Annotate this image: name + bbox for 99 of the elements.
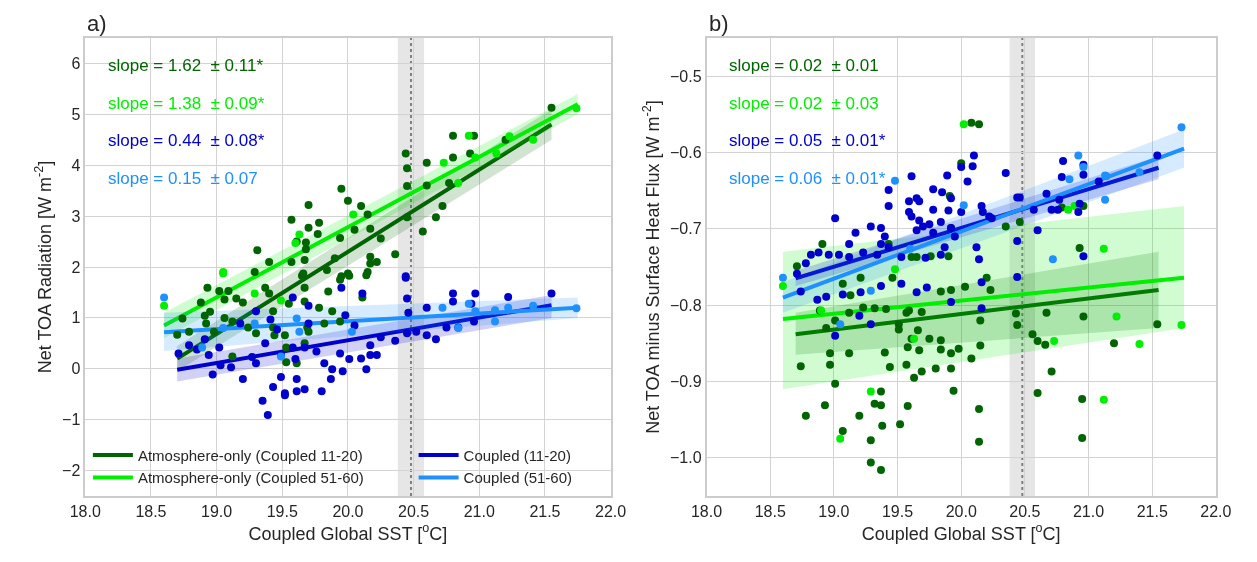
point	[438, 303, 447, 312]
point	[505, 132, 514, 141]
annotation: slope = 0.02 ± 0.03	[729, 94, 879, 113]
legend-label: Atmosphere-only (Coupled 51-60)	[137, 469, 364, 487]
annotation: slope = 0.02 ± 0.01	[729, 56, 879, 75]
x-tick-label: 20.5	[398, 502, 430, 520]
y-tick-label: −0.6	[669, 144, 702, 162]
point	[866, 286, 875, 295]
point	[778, 282, 787, 291]
point	[471, 153, 480, 162]
point	[295, 327, 304, 336]
x-tick-label: 19.0	[201, 502, 233, 520]
point	[1177, 321, 1186, 330]
point	[1099, 395, 1108, 404]
point	[295, 230, 304, 239]
point	[572, 304, 581, 313]
point	[198, 343, 207, 352]
point	[349, 210, 358, 219]
point	[529, 301, 538, 310]
point	[276, 296, 285, 305]
point	[1135, 340, 1144, 349]
point	[250, 319, 259, 328]
point	[959, 120, 968, 129]
y-tick-label: −0.5	[669, 67, 702, 85]
x-tick-label: 20.0	[332, 502, 364, 520]
point	[219, 324, 228, 333]
y-tick-label: −0.7	[669, 220, 702, 238]
y-tick-label: −0.8	[669, 296, 702, 314]
x-tick-label: 19.5	[266, 502, 298, 520]
chart-title: a)	[87, 11, 107, 36]
legend-label: Atmosphere-only (Coupled 11-20)	[137, 446, 363, 464]
y-tick-label: 5	[71, 105, 81, 123]
y-tick-label: −1	[62, 411, 81, 429]
y-tick-label: 6	[71, 55, 81, 73]
point	[471, 307, 480, 316]
point	[454, 179, 463, 188]
y-tick-label: −1.0	[669, 449, 702, 467]
legend-label: Coupled (11-20)	[463, 446, 571, 464]
point	[959, 201, 968, 210]
annotation: slope = 1.62 ± 0.11*	[108, 56, 264, 75]
y-tick-label: 2	[71, 258, 81, 276]
y-tick-label: 1	[71, 309, 81, 327]
y-tick-label: −0.9	[669, 373, 702, 391]
x-tick-label: 22.0	[595, 502, 627, 520]
y-tick-label: 0	[71, 360, 81, 378]
x-tick-label: 21.5	[1136, 502, 1168, 520]
point	[1099, 244, 1108, 253]
point	[250, 289, 259, 298]
point	[1177, 123, 1186, 132]
x-tick-label: 18.0	[690, 502, 723, 520]
annotation: slope = 0.44 ± 0.08*	[108, 131, 265, 150]
point	[439, 158, 448, 167]
point	[491, 317, 500, 326]
x-tick-label: 19.5	[881, 502, 914, 520]
chart-title: b)	[709, 11, 729, 36]
annotation: slope = 1.38 ± 0.09*	[108, 94, 265, 113]
x-tick-label: 18.5	[135, 502, 167, 520]
legend-label: Coupled (51-60)	[463, 469, 573, 487]
point	[1064, 205, 1073, 214]
x-axis-title: Coupled Global SST [$^{o}$C]	[248, 520, 448, 544]
point	[836, 320, 845, 329]
annotation: slope = 0.15 ± 0.07	[108, 169, 258, 188]
x-axis-title: Coupled Global SST [$^{o}$C]	[861, 520, 1061, 544]
x-tick-label: 21.0	[463, 502, 495, 520]
point	[890, 265, 899, 274]
x-tick-label: 20.5	[1009, 502, 1041, 520]
point	[464, 131, 473, 140]
point	[492, 149, 501, 158]
x-tick-label: 18.5	[754, 502, 786, 520]
x-tick-label: 21.0	[1072, 502, 1105, 520]
point	[572, 104, 581, 113]
point	[1048, 255, 1057, 264]
y-tick-label: −2	[62, 462, 81, 480]
point	[890, 176, 899, 185]
annotation: slope = 0.05 ± 0.01*	[729, 131, 886, 150]
point	[836, 434, 845, 443]
y-tick-label: 3	[71, 207, 81, 225]
point	[866, 387, 875, 396]
annotation: slope = 0.06 ± 0.01*	[729, 169, 886, 188]
x-tick-label: 19.0	[818, 502, 850, 520]
point	[1074, 151, 1083, 160]
point	[160, 301, 169, 310]
point	[160, 293, 169, 302]
point	[529, 135, 538, 144]
point	[491, 306, 500, 315]
x-tick-label: 20.0	[945, 502, 977, 520]
point	[1112, 312, 1121, 321]
point	[347, 327, 356, 336]
point	[906, 244, 915, 253]
point	[1135, 168, 1144, 177]
y-tick-label: 4	[71, 156, 81, 174]
point	[1050, 337, 1059, 346]
x-tick-label: 21.5	[529, 502, 561, 520]
point	[778, 273, 787, 282]
point	[1101, 195, 1110, 204]
x-tick-label: 18.0	[69, 502, 101, 520]
point	[1065, 175, 1074, 184]
x-tick-label: 22.0	[1200, 502, 1232, 520]
point	[292, 314, 301, 323]
